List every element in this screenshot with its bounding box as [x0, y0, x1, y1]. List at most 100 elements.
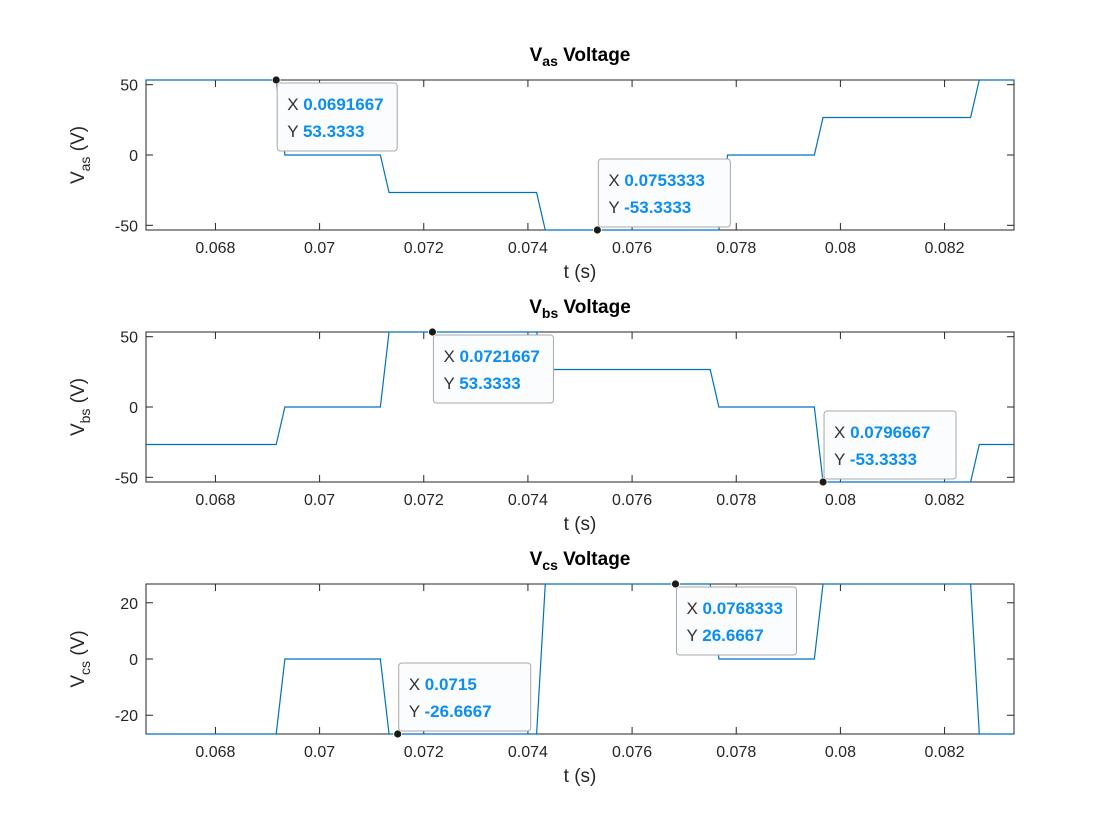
series-line [146, 79, 1014, 231]
datatip-x-value: 0.0691667 [303, 95, 383, 114]
datatip-x-key: X [287, 95, 298, 114]
x-tick-label: 0.08 [825, 744, 856, 761]
title-main: V [530, 549, 543, 570]
datatip[interactable]: X 0.0768333 Y 26.6667 [671, 579, 797, 656]
title-main: V [530, 45, 543, 66]
datatip-marker[interactable] [818, 477, 828, 487]
datatip-box[interactable] [432, 334, 554, 404]
datatip-x-row: X 0.0721667 [443, 347, 539, 366]
datatip-x-value: 0.0768333 [703, 599, 783, 618]
x-tick-label: 0.07 [304, 744, 335, 761]
datatip-x-row: X 0.0768333 [686, 599, 782, 618]
datatip-box[interactable] [597, 158, 731, 228]
datatip-y-row: Y 53.3333 [287, 122, 364, 141]
datatip-marker[interactable] [592, 225, 602, 235]
y-tick-label: -50 [115, 218, 138, 235]
x-tick-label: 0.082 [925, 744, 965, 761]
title-rest: Voltage [558, 549, 631, 570]
title-subscript: cs [542, 557, 558, 573]
ylabel-rest: (V) [68, 630, 89, 661]
datatip-x-key: X [834, 423, 845, 442]
ylabel-subscript: as [77, 157, 93, 172]
datatip[interactable]: X 0.0721667 Y 53.3333 [428, 327, 554, 404]
datatip-y-key: Y [409, 702, 420, 721]
x-tick-label: 0.08 [825, 240, 856, 257]
datatip[interactable]: X 0.0715 Y -26.6667 [393, 662, 532, 739]
chart-title: Vcs Voltage [530, 549, 631, 573]
datatip-box[interactable] [398, 662, 532, 732]
ylabel-main: V [68, 423, 89, 436]
datatip-y-value: 53.3333 [459, 374, 520, 393]
datatip-y-value: 53.3333 [303, 122, 364, 141]
datatip[interactable]: X 0.0691667 Y 53.3333 [271, 75, 398, 152]
chart-title: Vbs Voltage [529, 297, 631, 321]
title-rest: Voltage [558, 297, 631, 318]
datatip-y-key: Y [443, 374, 454, 393]
x-tick-label: 0.074 [508, 744, 548, 761]
x-tick-label: 0.078 [716, 492, 756, 509]
x-tick-label: 0.072 [404, 492, 444, 509]
x-tick-label: 0.07 [304, 240, 335, 257]
datatip-y-row: Y 26.6667 [686, 626, 763, 645]
ylabel-rest: (V) [68, 378, 89, 409]
series-line [146, 583, 1014, 735]
x-tick-label: 0.078 [716, 744, 756, 761]
x-tick-label: 0.08 [825, 492, 856, 509]
x-tick-label: 0.082 [925, 240, 965, 257]
x-tick-label: 0.076 [612, 492, 652, 509]
x-tick-label: 0.07 [304, 492, 335, 509]
datatip-marker[interactable] [393, 729, 403, 739]
x-tick-label: 0.072 [404, 744, 444, 761]
datatip-x-value: 0.0796667 [850, 423, 930, 442]
datatip-x-value: 0.0721667 [460, 347, 540, 366]
datatip-x-key: X [443, 347, 454, 366]
datatip-x-row: X 0.0796667 [834, 423, 930, 442]
x-tick-label: 0.068 [195, 744, 235, 761]
datatip-y-key: Y [686, 626, 697, 645]
axes-box [145, 79, 1015, 231]
datatip-marker[interactable] [671, 579, 680, 589]
datatip-y-value: -53.3333 [624, 198, 691, 217]
x-tick-label: 0.074 [508, 492, 548, 509]
x-axis-label: t (s) [564, 766, 597, 787]
x-tick-label: 0.076 [612, 744, 652, 761]
y-tick-label: 50 [120, 78, 138, 95]
datatip-x-value: 0.0753333 [624, 171, 704, 190]
x-tick-label: 0.082 [925, 492, 965, 509]
ylabel-main: V [68, 171, 89, 184]
datatip[interactable]: X 0.0753333 Y -53.3333 [592, 158, 731, 235]
x-tick-label: 0.072 [404, 240, 444, 257]
datatip-x-row: X 0.0691667 [287, 95, 383, 114]
y-tick-label: 0 [129, 148, 138, 165]
datatip-x-key: X [409, 675, 420, 694]
datatip[interactable]: X 0.0796667 Y -53.3333 [818, 410, 957, 487]
y-tick-label: 20 [120, 596, 138, 613]
x-axis-label: t (s) [564, 514, 597, 535]
subplot-1: 0.068 0.07 0.072 0.074 0.076 0.078 0.08 0.082 -5… [68, 45, 1015, 283]
datatip-box[interactable] [675, 586, 797, 656]
ylabel-subscript: bs [77, 409, 93, 424]
datatip-y-row: Y 53.3333 [443, 374, 520, 393]
subplot-3: 0.068 0.07 0.072 0.074 0.076 0.078 0.08 0.082 -2… [68, 549, 1015, 787]
datatip-y-value: 26.6667 [702, 626, 763, 645]
datatip-box[interactable] [276, 82, 398, 152]
datatip-y-value: -53.3333 [850, 450, 917, 469]
title-rest: Voltage [558, 45, 631, 66]
x-tick-label: 0.074 [508, 240, 548, 257]
y-tick-label: 0 [129, 652, 138, 669]
ylabel-main: V [68, 675, 89, 688]
title-subscript: bs [542, 305, 559, 321]
datatip-x-key: X [686, 599, 697, 618]
y-tick-label: 50 [120, 330, 138, 347]
datatip-x-row: X 0.0715 [409, 675, 477, 694]
subplot-2: 0.068 0.07 0.072 0.074 0.076 0.078 0.08 0.082 -5… [68, 297, 1015, 535]
datatip-marker[interactable] [271, 75, 281, 85]
datatip-box[interactable] [823, 410, 957, 480]
y-tick-label: -50 [115, 470, 138, 487]
datatip-y-row: Y -53.3333 [608, 198, 691, 217]
datatip-marker[interactable] [428, 327, 437, 337]
datatip-y-value: -26.6667 [425, 702, 492, 721]
title-subscript: as [542, 53, 558, 69]
datatip-x-value: 0.0715 [425, 675, 477, 694]
